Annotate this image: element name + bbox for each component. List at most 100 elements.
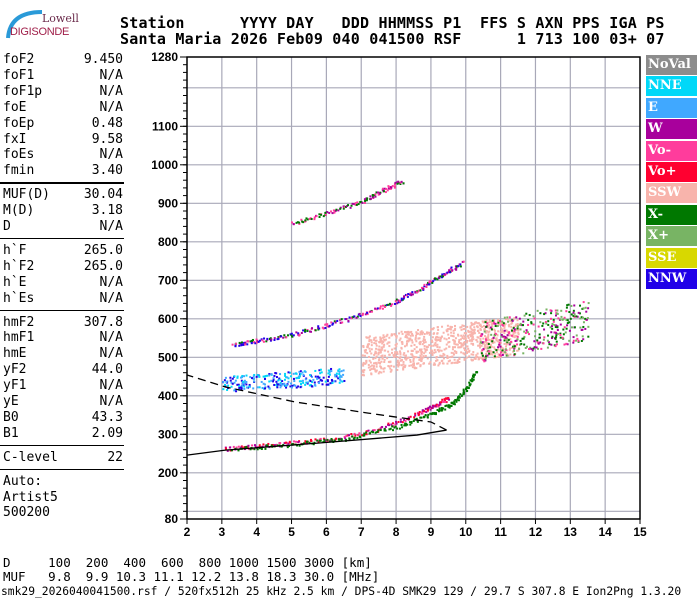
echo-point — [452, 352, 455, 355]
echo-point — [508, 324, 511, 327]
echo-point — [251, 377, 254, 380]
echo-point — [517, 333, 520, 336]
echo-point — [473, 374, 476, 377]
echo-point — [556, 332, 559, 335]
echo-point — [516, 349, 519, 352]
echo-point — [491, 325, 494, 328]
echo-point — [477, 329, 480, 332]
echo-point — [393, 426, 396, 429]
echo-point — [375, 352, 378, 355]
echo-point — [291, 384, 294, 387]
echo-point — [398, 427, 401, 430]
echo-point — [370, 339, 373, 342]
echo-point — [369, 369, 372, 372]
echo-point — [369, 361, 372, 364]
echo-point — [304, 441, 307, 444]
echo-point — [383, 343, 386, 346]
echo-point — [244, 382, 247, 385]
echo-point — [224, 447, 227, 450]
echo-point — [231, 377, 234, 380]
echo-point — [465, 356, 468, 359]
echo-point — [310, 330, 313, 333]
echo-point — [393, 353, 396, 356]
echo-point — [447, 341, 450, 344]
echo-point — [335, 208, 338, 211]
echo-point — [343, 435, 346, 438]
auto-scaling-info: Auto: — [3, 474, 123, 490]
x-tick-label: 6 — [323, 525, 330, 539]
echo-point — [408, 293, 411, 296]
echo-point — [476, 322, 479, 325]
echo-point — [241, 380, 244, 383]
echo-point — [370, 368, 373, 371]
param-value: 44.0 — [91, 362, 123, 378]
echo-point — [497, 321, 500, 324]
echo-point — [531, 349, 534, 352]
echo-point — [496, 340, 499, 343]
echo-point — [422, 355, 425, 358]
echo-point — [273, 337, 276, 340]
echo-point — [425, 286, 428, 289]
param-name: MUF(D) — [3, 187, 50, 203]
echo-point — [391, 422, 394, 425]
echo-point — [342, 205, 345, 208]
echo-point — [373, 429, 376, 432]
echo-point — [361, 434, 364, 437]
echo-point — [414, 412, 417, 415]
echo-point — [565, 310, 568, 313]
echo-point — [443, 398, 446, 401]
param-row: C-level 22 — [3, 450, 123, 466]
echo-point — [243, 385, 246, 388]
echo-point — [398, 357, 401, 360]
echo-point — [581, 307, 584, 310]
echo-point — [423, 285, 426, 288]
echo-point — [423, 347, 426, 350]
echo-point — [391, 425, 394, 428]
echo-point — [441, 359, 444, 362]
echo-point — [381, 307, 384, 310]
echo-point — [368, 347, 371, 350]
echo-point — [374, 431, 377, 434]
echo-point — [328, 373, 331, 376]
echo-point — [266, 374, 269, 377]
echo-point — [523, 335, 526, 338]
echo-point — [441, 273, 444, 276]
echo-point — [227, 384, 230, 387]
echo-point — [396, 181, 399, 184]
echo-point — [339, 437, 342, 440]
echo-point — [245, 381, 248, 384]
echo-point — [484, 359, 487, 362]
echo-point — [258, 375, 261, 378]
echo-point — [487, 324, 490, 327]
echo-point — [551, 335, 554, 338]
echo-point — [511, 319, 514, 322]
echo-point — [460, 395, 463, 398]
param-value: 307.8 — [83, 314, 123, 330]
echo-point — [474, 357, 477, 360]
echo-point — [318, 216, 321, 219]
param-name: hmF2 — [3, 314, 35, 330]
echo-point — [436, 349, 439, 352]
echo-point — [264, 383, 267, 386]
echo-point — [432, 363, 435, 366]
echo-point — [441, 355, 444, 358]
echo-point — [502, 347, 505, 350]
param-value: 265.0 — [83, 242, 123, 258]
echo-point — [537, 347, 540, 350]
echo-point — [581, 328, 584, 331]
echo-point — [493, 334, 496, 337]
echo-point — [449, 267, 452, 270]
echo-point — [436, 332, 439, 335]
echo-point — [243, 379, 246, 382]
echo-point — [393, 185, 396, 188]
digisonde-logo: Lowell DIGISONDE — [4, 8, 79, 44]
echo-point — [358, 432, 361, 435]
echo-point — [415, 351, 418, 354]
echo-point — [226, 388, 229, 391]
echo-point — [453, 403, 456, 406]
echo-point — [405, 342, 408, 345]
echo-point — [409, 423, 412, 426]
echo-point — [441, 398, 444, 401]
echo-point — [325, 383, 328, 386]
echo-point — [500, 333, 503, 336]
